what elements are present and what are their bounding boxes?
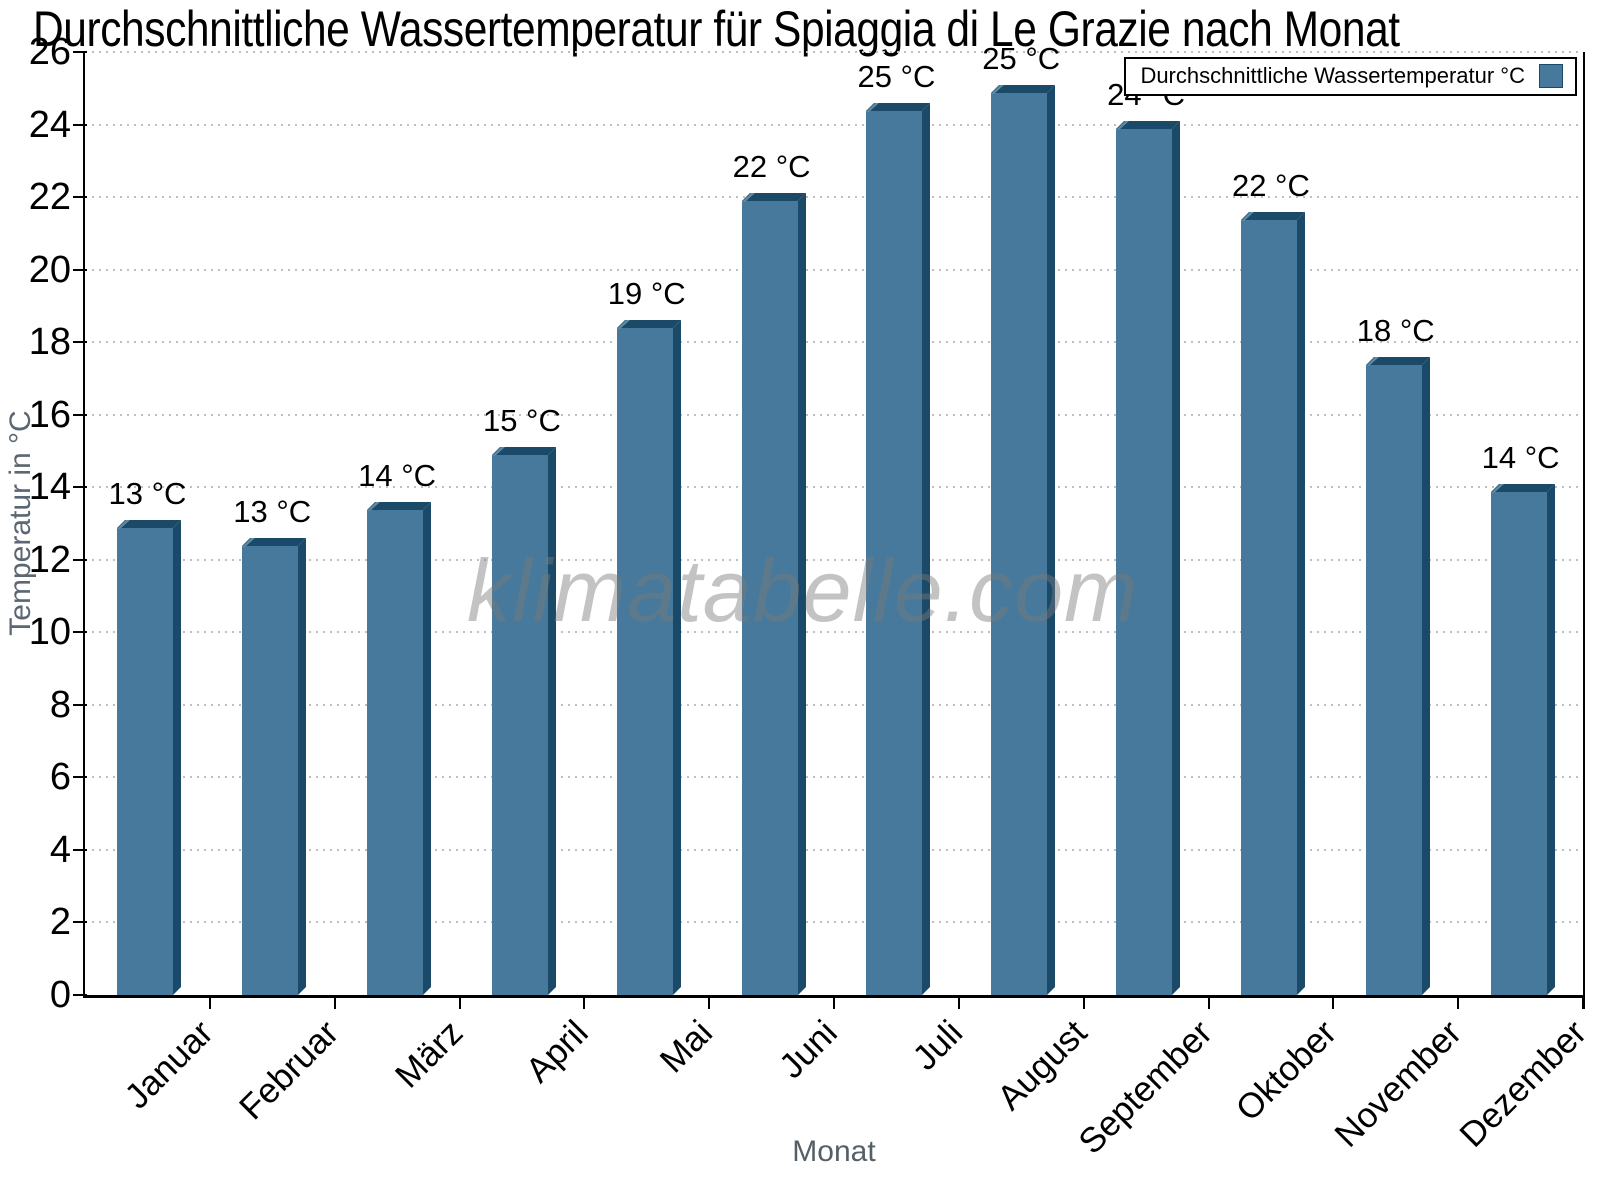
bar-august: [991, 85, 1056, 995]
x-tick-11: [1457, 998, 1460, 1009]
y-tick-4: [73, 848, 87, 851]
y-tick-label-18: 18: [28, 321, 71, 364]
gridline-8: [85, 703, 1583, 706]
bar-september: [1116, 121, 1181, 995]
y-tick-label-6: 6: [49, 756, 71, 799]
y-tick-12: [73, 558, 87, 561]
y-tick-26: [73, 51, 87, 54]
y-tick-label-20: 20: [28, 248, 71, 291]
watermark: klimatabelle.com: [467, 541, 1139, 640]
x-category-label-august: August: [990, 1013, 1095, 1118]
bar-januar: [117, 520, 182, 995]
y-tick-8: [73, 703, 87, 706]
y-tick-label-0: 0: [49, 974, 71, 1016]
x-category-label-mai: Mai: [652, 1013, 721, 1081]
bar-mai: [616, 320, 681, 995]
bar-dezember: [1490, 484, 1555, 995]
bar-value-label-mai: 19 °C: [607, 276, 686, 311]
y-tick-label-4: 4: [49, 828, 71, 871]
plot-area: klimatabelle.com Temperatur in °C Monat …: [4, 31, 1594, 1168]
bar-april: [491, 447, 556, 995]
bar-value-label-august: 25 °C: [982, 41, 1061, 76]
x-axis-line: [83, 995, 1585, 998]
x-category-label-april: April: [518, 1013, 596, 1091]
y-tick-10: [73, 631, 87, 634]
gridline-16: [85, 413, 1583, 416]
bar-value-label-juli: 25 °C: [857, 59, 936, 94]
bar-value-label-januar: 13 °C: [108, 476, 187, 511]
gridline-20: [85, 268, 1583, 271]
gridline-24: [85, 123, 1583, 126]
bar-juni: [741, 193, 806, 995]
bar-oktober: [1240, 212, 1305, 995]
x-axis-title: Monat: [792, 1135, 876, 1168]
y-tick-14: [73, 486, 87, 489]
gridline-2: [85, 921, 1583, 924]
x-category-label-januar: Januar: [117, 1013, 221, 1117]
bar-value-label-juni: 22 °C: [732, 149, 811, 184]
gridline-12: [85, 558, 1583, 561]
bar-value-label-februar: 13 °C: [233, 494, 312, 529]
y-tick-0: [73, 994, 87, 996]
chart-title: Durchschnittliche Wassertemperatur für S…: [33, 1, 1400, 57]
gridline-6: [85, 776, 1583, 779]
bar-value-label-dezember: 14 °C: [1481, 440, 1560, 475]
legend[interactable]: Durchschnittliche Wassertemperatur °C: [1124, 57, 1577, 96]
x-category-label-februar: Februar: [231, 1013, 346, 1128]
bar-märz: [367, 502, 432, 995]
legend-color-swatch: [1539, 64, 1563, 88]
y-tick-label-16: 16: [28, 393, 71, 436]
x-category-label-märz: März: [388, 1013, 471, 1096]
y-tick-label-12: 12: [28, 538, 71, 581]
x-tick-7: [957, 998, 960, 1009]
x-tick-2: [333, 998, 336, 1009]
x-tick-4: [583, 998, 586, 1009]
y-tick-label-10: 10: [28, 611, 71, 654]
bar-juli: [866, 103, 931, 995]
x-tick-9: [1207, 998, 1210, 1009]
bar-value-label-november: 18 °C: [1356, 313, 1435, 348]
x-tick-1: [208, 998, 211, 1009]
bar-value-label-oktober: 22 °C: [1231, 168, 1310, 203]
gridline-10: [85, 631, 1583, 634]
x-tick-5: [708, 998, 711, 1009]
y-tick-22: [73, 196, 87, 199]
y-tick-2: [73, 921, 87, 924]
y-tick-label-22: 22: [28, 176, 71, 219]
y-tick-16: [73, 413, 87, 416]
bar-value-label-märz: 14 °C: [358, 458, 437, 493]
y-tick-label-8: 8: [49, 683, 71, 726]
gridline-18: [85, 341, 1583, 344]
x-category-label-juli: Juli: [905, 1013, 970, 1078]
y-tick-label-26: 26: [28, 31, 71, 73]
y-axis-line: [83, 52, 85, 998]
x-tick-12: [1582, 998, 1584, 1009]
x-category-label-oktober: Oktober: [1228, 1013, 1345, 1129]
y-tick-24: [73, 123, 87, 126]
x-tick-10: [1332, 998, 1335, 1009]
gridline-26: [85, 51, 1583, 54]
y-tick-20: [73, 268, 87, 271]
x-tick-8: [1082, 998, 1085, 1009]
x-tick-6: [833, 998, 835, 1009]
gridline-14: [85, 486, 1583, 489]
y-axis-title: Temperatur in °C: [4, 410, 37, 636]
y-tick-label-14: 14: [28, 466, 71, 509]
plot-right-border: [1583, 52, 1585, 1009]
bar-value-label-april: 15 °C: [482, 403, 561, 438]
y-tick-6: [73, 776, 87, 779]
x-category-label-juni: Juni: [772, 1013, 846, 1086]
x-tick-3: [458, 998, 461, 1009]
bar-november: [1365, 357, 1430, 995]
y-tick-18: [73, 341, 87, 344]
bar-februar: [242, 538, 307, 995]
y-tick-label-2: 2: [49, 901, 71, 944]
gridline-4: [85, 848, 1583, 851]
y-tick-label-24: 24: [28, 103, 71, 146]
legend-series-label: Durchschnittliche Wassertemperatur °C: [1140, 63, 1525, 88]
gridline-22: [85, 196, 1583, 199]
